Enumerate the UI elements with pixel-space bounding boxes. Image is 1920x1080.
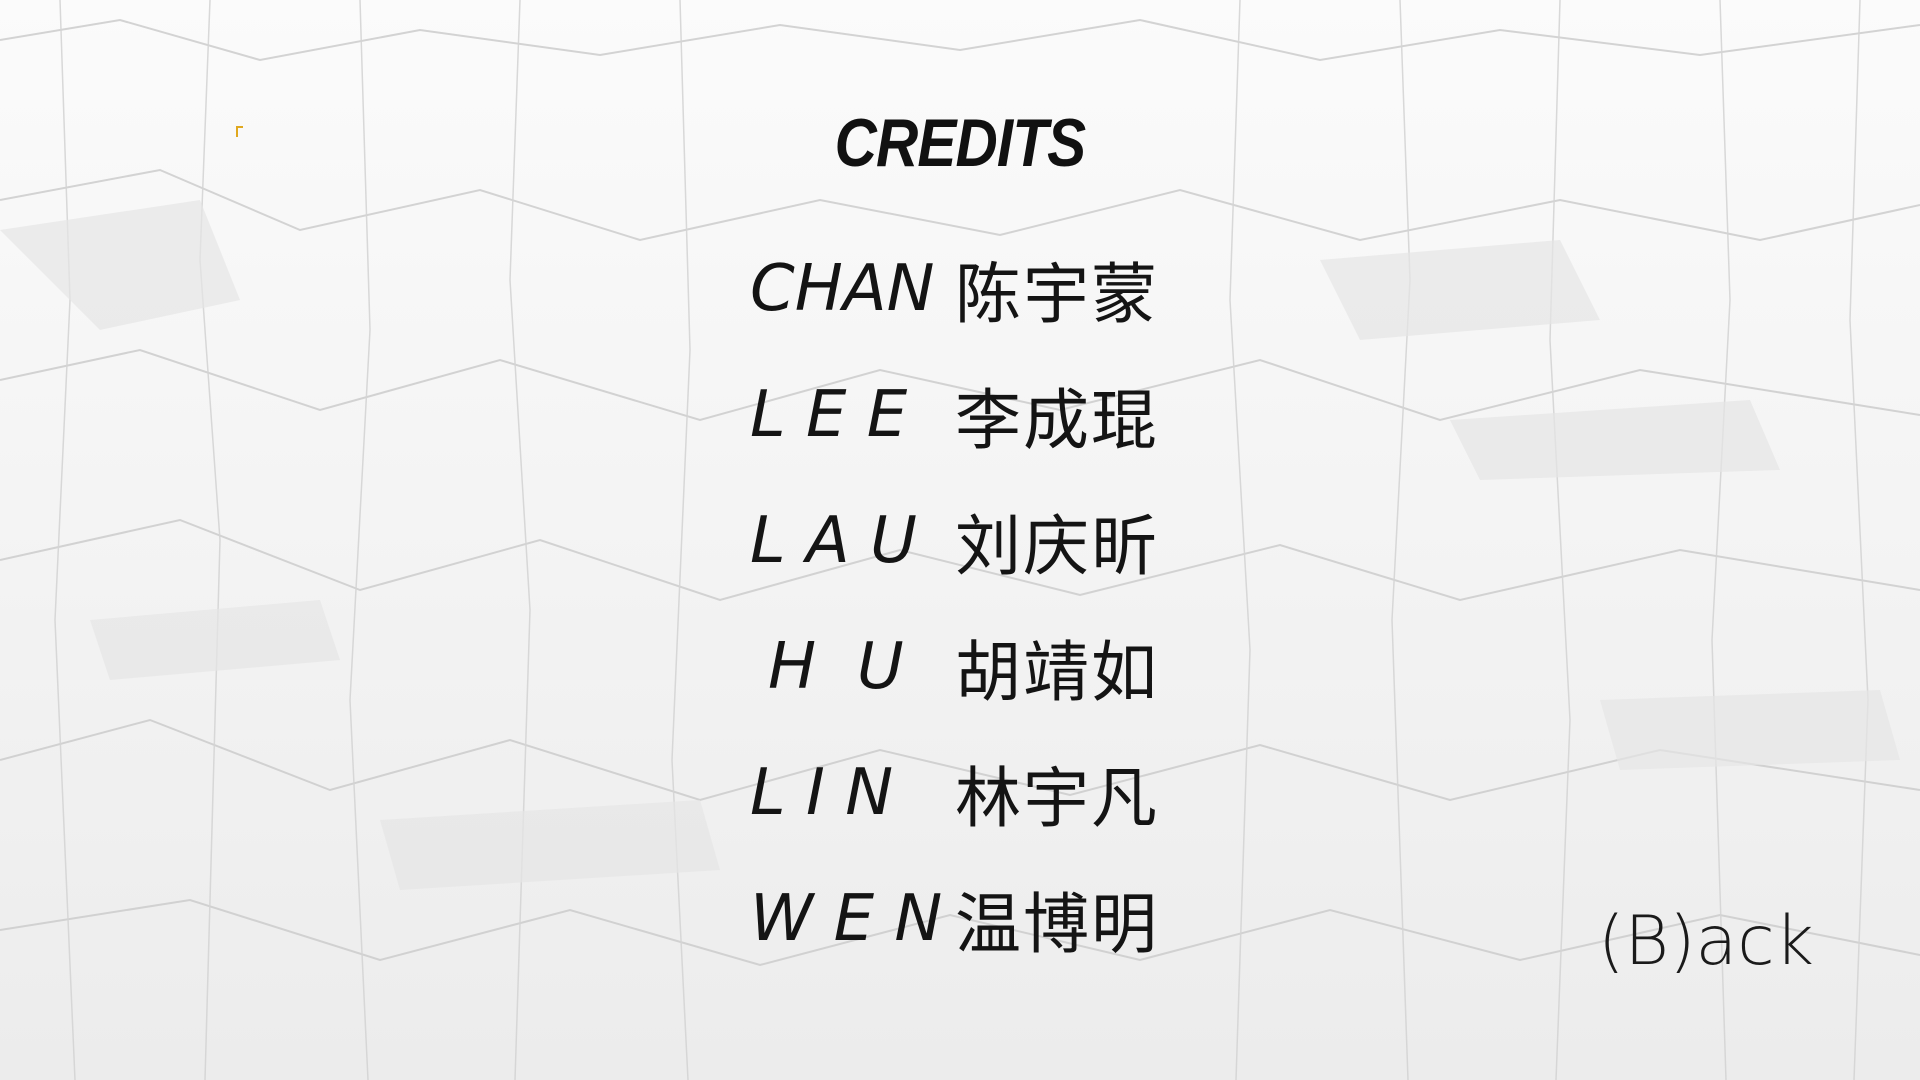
credit-chinese-name: 刘庆昕 xyxy=(955,508,1159,585)
credit-latin-name: L I N xyxy=(750,756,894,830)
credit-chinese-name: 李成琨 xyxy=(955,382,1159,459)
credit-chinese-name: 林宇凡 xyxy=(955,760,1159,837)
credits-title: CREDITS xyxy=(834,105,1087,181)
credit-entry: W E N 温博明 xyxy=(750,856,1190,982)
credit-latin-name: L A U xyxy=(750,504,917,578)
credit-entry: L A U 刘庆昕 xyxy=(750,478,1190,604)
credit-latin-name: W E N xyxy=(750,882,943,956)
credit-latin-name: H U xyxy=(768,630,904,704)
back-button[interactable]: (B)ack xyxy=(1597,902,1814,981)
credit-chinese-name: 陈宇蒙 xyxy=(955,256,1159,333)
credit-entry: L E E 李成琨 xyxy=(750,352,1190,478)
credit-entry: H U 胡靖如 xyxy=(750,604,1190,730)
credit-chinese-name: 温博明 xyxy=(955,886,1159,963)
credit-entry: L I N 林宇凡 xyxy=(750,730,1190,856)
credit-chinese-name: 胡靖如 xyxy=(955,634,1159,711)
credits-list: CHAN 陈宇蒙 L E E 李成琨 L A U 刘庆昕 H U 胡靖如 L I… xyxy=(750,226,1190,982)
credit-latin-name: L E E xyxy=(750,378,908,452)
credit-latin-name: CHAN xyxy=(750,252,935,326)
credit-entry: CHAN 陈宇蒙 xyxy=(750,226,1190,352)
corner-bracket-icon xyxy=(236,126,243,137)
